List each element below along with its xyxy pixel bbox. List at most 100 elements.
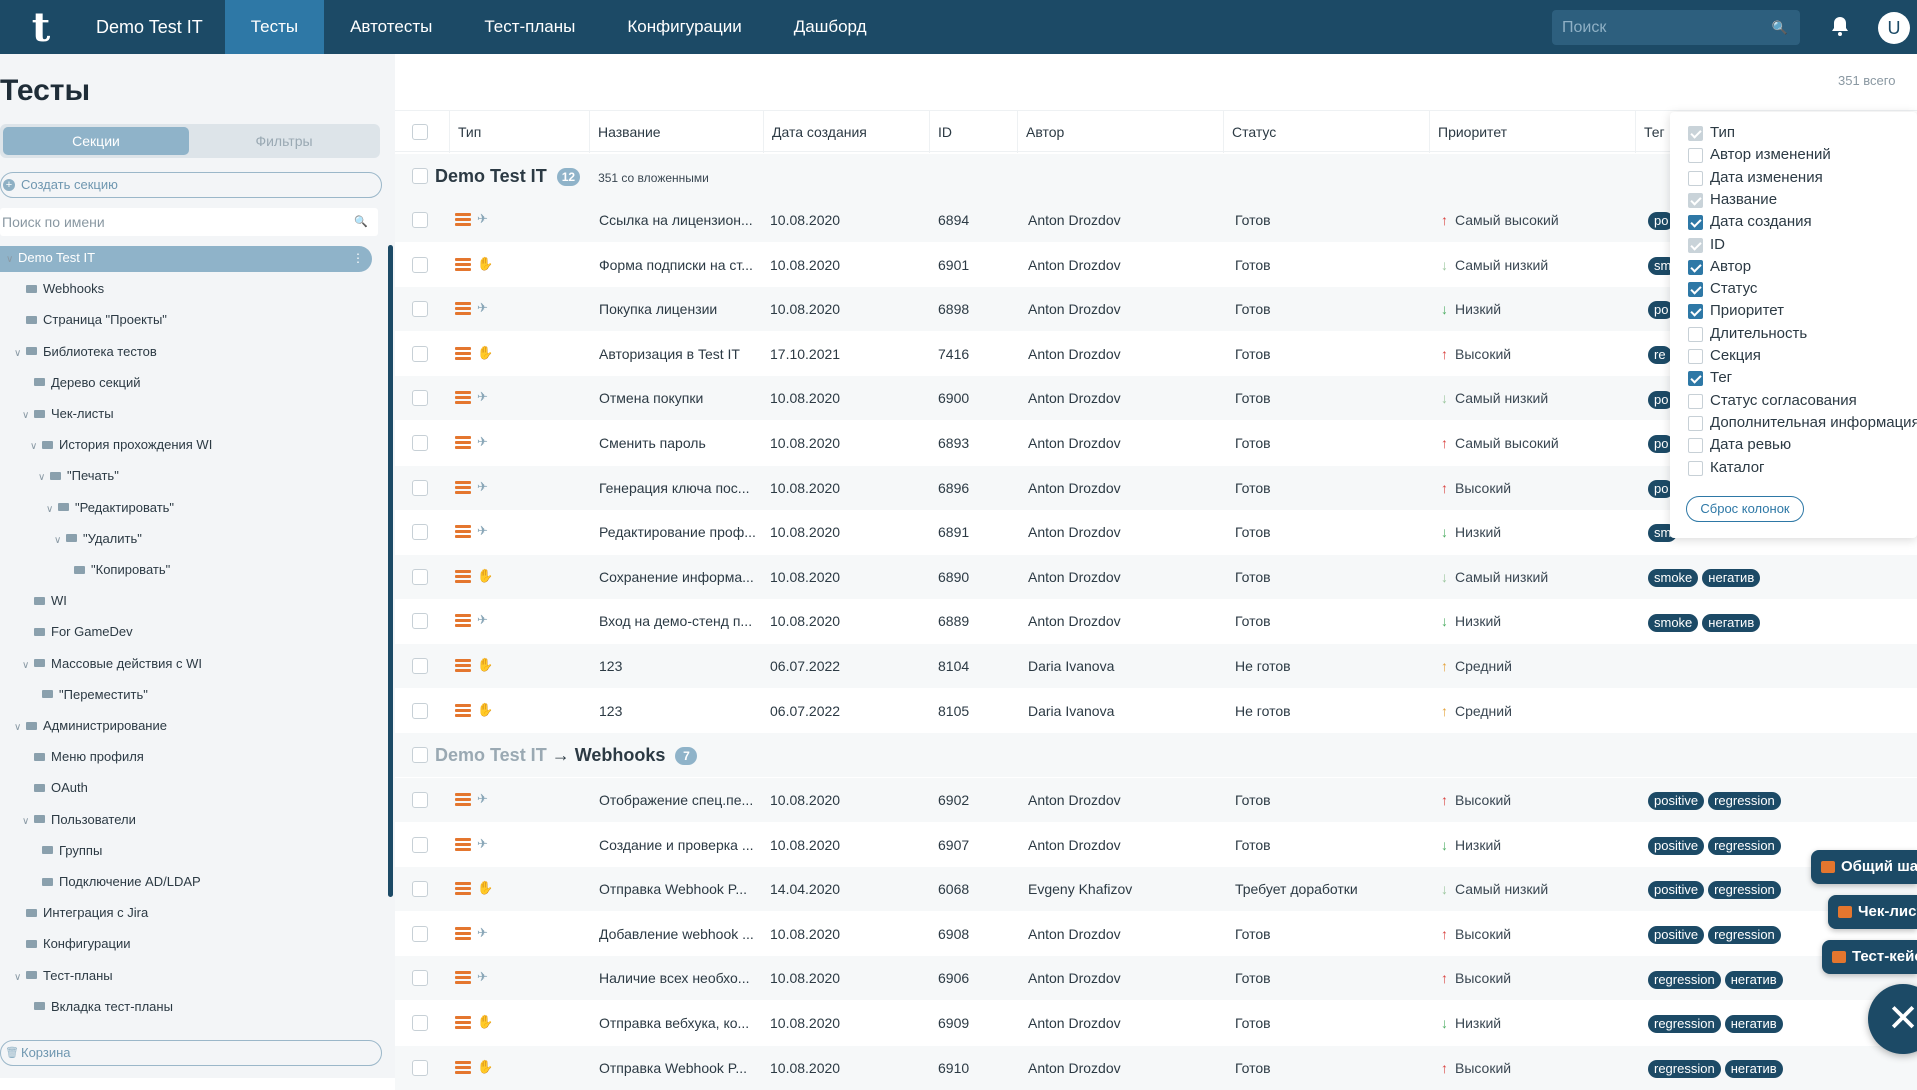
tag-badge[interactable]: regression xyxy=(1708,836,1781,855)
row-checkbox[interactable] xyxy=(412,1059,428,1076)
tag-badge[interactable]: po xyxy=(1648,212,1675,231)
checkbox[interactable] xyxy=(1688,259,1703,275)
col-type[interactable]: Тип xyxy=(449,111,589,153)
tag-badge[interactable]: po xyxy=(1648,301,1675,320)
table-row[interactable]: ✋ Форма подписки на ст... 10.08.2020 6901 An… xyxy=(395,243,1917,287)
row-checkbox[interactable] xyxy=(412,613,428,630)
group-checkbox[interactable] xyxy=(412,168,428,184)
sidebar-section-item[interactable]: WI xyxy=(22,589,67,613)
row-checkbox[interactable] xyxy=(412,390,428,407)
table-row[interactable]: ✋ Отправка вебхука, ко... 10.08.2020 6909 An… xyxy=(395,1001,1917,1045)
sidebar-section-item[interactable]: ∨ "Печать" xyxy=(38,464,119,488)
row-name[interactable]: Отправка Webhook P... xyxy=(599,1059,747,1076)
sidebar-section-item[interactable]: ∨ Demo Test IT ⋮ xyxy=(6,246,364,270)
table-row[interactable]: ✈ Сменить пароль 10.08.2020 6893 Anton Drozd… xyxy=(395,421,1917,465)
tag-badge[interactable]: regression xyxy=(1708,926,1781,945)
row-checkbox[interactable] xyxy=(412,345,428,362)
col-priority[interactable]: Приоритет xyxy=(1429,111,1635,153)
column-toggle[interactable]: Дополнительная информация xyxy=(1688,412,1917,434)
create-shared-step-button[interactable]: Общий шаг xyxy=(1811,850,1917,884)
row-name[interactable]: Создание и проверка ... xyxy=(599,836,754,853)
sidebar-section-item[interactable]: ∨ История прохождения WI xyxy=(30,433,212,457)
table-row[interactable]: ✈ Отображение спец.пе... 10.08.2020 6902 Ant… xyxy=(395,778,1917,822)
row-checkbox[interactable] xyxy=(412,435,428,451)
tag-badge[interactable]: smoke xyxy=(1648,613,1699,632)
column-toggle[interactable]: Дата создания xyxy=(1688,211,1812,233)
tag-badge[interactable]: негатив xyxy=(1702,613,1761,632)
group-row-root[interactable]: Demo Test IT 12 351 со вложенными xyxy=(395,154,1917,198)
row-checkbox[interactable] xyxy=(412,970,428,987)
chevron-down-icon[interactable]: ∨ xyxy=(14,971,22,983)
col-name[interactable]: Название xyxy=(589,111,763,153)
column-toggle[interactable]: Тег xyxy=(1688,367,1732,389)
row-checkbox[interactable] xyxy=(412,658,428,674)
checkbox[interactable] xyxy=(1688,438,1703,454)
group-checkbox[interactable] xyxy=(412,747,428,763)
group-row-webhooks[interactable]: Demo Test IT → Webhooks 7 xyxy=(395,733,1917,777)
table-row[interactable]: ✋ 123 06.07.2022 8105 Daria Ivanova Не готов ↑… xyxy=(395,689,1917,733)
row-checkbox[interactable] xyxy=(412,836,428,853)
tag-badge[interactable]: po xyxy=(1648,435,1675,454)
checkbox[interactable] xyxy=(1688,371,1703,387)
tag-badge[interactable]: regression xyxy=(1708,881,1781,900)
chevron-down-icon[interactable]: ∨ xyxy=(14,722,22,733)
table-row[interactable]: ✋ Авторизация в Test IT 17.10.2021 7416 Anto… xyxy=(395,332,1917,376)
column-toggle[interactable]: Дата ревью xyxy=(1688,434,1791,456)
tab-filters[interactable]: Фильтры xyxy=(255,133,313,149)
close-fab-button[interactable]: ✕ xyxy=(1868,984,1917,1054)
row-name[interactable]: Авторизация в Test IT xyxy=(599,345,740,362)
create-section-button[interactable]: + Создать секцию xyxy=(0,172,382,198)
table-row[interactable]: ✈ Добавление webhook ... 10.08.2020 6908 Ant… xyxy=(395,912,1917,956)
chevron-down-icon[interactable]: ∨ xyxy=(22,659,30,671)
col-created[interactable]: Дата создания xyxy=(763,111,929,153)
section-search-input[interactable]: Поиск по имени 🔍 xyxy=(0,208,378,236)
sidebar-section-item[interactable]: ∨ Пользователи xyxy=(22,808,136,832)
checkbox[interactable] xyxy=(1688,326,1703,342)
chevron-down-icon[interactable]: ∨ xyxy=(46,503,54,515)
user-avatar[interactable]: U xyxy=(1878,12,1910,44)
sidebar-scrollbar[interactable] xyxy=(388,245,393,897)
table-row[interactable]: ✈ Редактирование проф... 10.08.2020 6891 Ant… xyxy=(395,510,1917,554)
table-row[interactable]: ✈ Вход на демо-стенд п... 10.08.2020 6889 An… xyxy=(395,599,1917,643)
row-checkbox[interactable] xyxy=(412,256,428,273)
nav-autotests[interactable]: Автотесты xyxy=(350,17,433,36)
checkbox[interactable] xyxy=(1688,349,1703,364)
table-row[interactable]: ✈ Ссылка на лицензион... 10.08.2020 6894 Ant… xyxy=(395,198,1917,242)
row-checkbox[interactable] xyxy=(412,479,428,496)
row-checkbox[interactable] xyxy=(412,881,428,898)
trash-button[interactable]: 🗑 Корзина xyxy=(0,1040,382,1066)
row-name[interactable]: Вход на демо-стенд п... xyxy=(599,613,753,630)
column-toggle[interactable]: Статус согласования xyxy=(1688,390,1857,412)
column-toggle[interactable]: Автор xyxy=(1688,256,1751,278)
row-name[interactable]: 123 xyxy=(599,658,623,674)
sidebar-section-item[interactable]: ∨ "Удалить" xyxy=(54,527,142,551)
sidebar-section-item[interactable]: Меню профиля xyxy=(22,745,144,769)
table-row[interactable]: ✈ Покупка лицензии 10.08.2020 6898 Anton Dro… xyxy=(395,287,1917,332)
row-checkbox[interactable] xyxy=(412,301,428,318)
tag-badge[interactable]: regression xyxy=(1648,970,1721,989)
tag-badge[interactable]: smoke xyxy=(1648,569,1699,588)
chevron-down-icon[interactable]: ∨ xyxy=(54,534,62,546)
sidebar-section-item[interactable]: Дерево секций xyxy=(22,371,140,395)
sidebar-section-item[interactable]: Интеграция с Jira xyxy=(14,901,148,925)
col-id[interactable]: ID xyxy=(929,111,1017,153)
row-name[interactable]: Сохранение информа... xyxy=(599,568,754,585)
row-checkbox[interactable] xyxy=(412,524,428,541)
row-name[interactable]: 123 xyxy=(599,702,623,719)
row-name[interactable]: Ссылка на лицензион... xyxy=(599,212,753,228)
select-all-checkbox[interactable] xyxy=(412,124,428,140)
row-checkbox[interactable] xyxy=(412,925,428,942)
table-row[interactable]: ✋ Отправка Webhook P... 14.04.2020 6068 Evge… xyxy=(395,867,1917,912)
column-toggle[interactable]: Автор изменений xyxy=(1688,144,1831,166)
row-name[interactable]: Добавление webhook ... xyxy=(599,925,754,942)
column-toggle[interactable]: Дата изменения xyxy=(1688,167,1823,189)
create-checklist-button[interactable]: Чек-лист xyxy=(1828,895,1917,929)
global-search-input[interactable]: Поиск 🔍 xyxy=(1552,10,1800,45)
row-name[interactable]: Отправка Webhook P... xyxy=(599,881,747,898)
checkbox[interactable] xyxy=(1688,415,1703,431)
tag-badge[interactable]: негатив xyxy=(1724,1015,1783,1034)
checkbox[interactable] xyxy=(1688,393,1703,409)
checkbox[interactable] xyxy=(1688,460,1703,476)
tag-badge[interactable]: regression xyxy=(1648,1015,1721,1034)
sidebar-section-item[interactable]: Группы xyxy=(30,839,102,863)
